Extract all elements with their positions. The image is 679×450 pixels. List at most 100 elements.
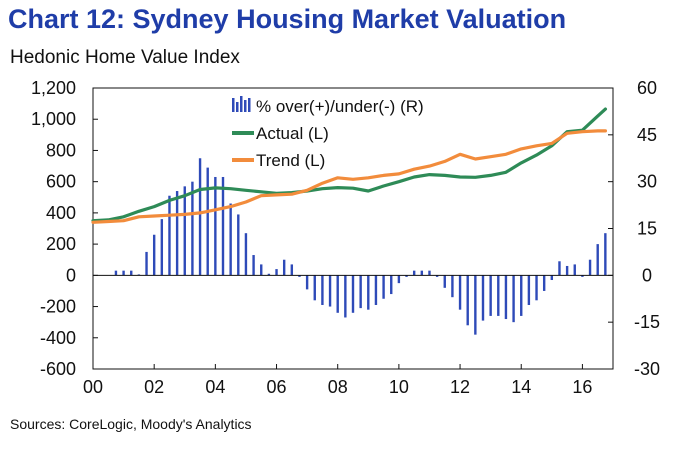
bar [221, 176, 225, 276]
legend-marker-bars [232, 96, 251, 112]
bar [588, 259, 592, 276]
bar [497, 275, 500, 316]
y-right-tick-label: -30 [634, 359, 660, 379]
bar [321, 275, 324, 305]
bar [481, 275, 485, 321]
bar [122, 270, 125, 276]
bar [565, 265, 569, 276]
chart-title: Chart 12: Sydney Housing Market Valuatio… [8, 4, 567, 34]
bar [214, 176, 217, 276]
bar [191, 181, 194, 276]
x-tick-label: 16 [572, 377, 592, 397]
bar [359, 275, 362, 309]
bar [420, 270, 424, 276]
bar [168, 195, 171, 276]
legend-label: Actual (L) [256, 124, 329, 143]
legend: % over(+)/under(-) (R) Actual (L) Trend (L… [232, 96, 424, 170]
bar [542, 275, 546, 291]
bar [535, 275, 538, 301]
x-tick-label: 02 [144, 377, 164, 397]
plot-area-frame [92, 87, 614, 370]
y-right-tick-label: 45 [637, 125, 657, 145]
y-right-tick-label: 15 [637, 219, 657, 239]
y-right-tick-label: 30 [637, 172, 657, 192]
series-line-trend-l- [91, 129, 607, 224]
bar [435, 275, 439, 277]
bar [237, 214, 240, 276]
legend-label: Trend (L) [256, 151, 325, 170]
y-left-tick-label: 400 [46, 203, 76, 223]
bar [458, 275, 462, 310]
bar [397, 275, 401, 284]
chart: -600-400-20002004006008001,0001,200-30-1… [31, 78, 660, 397]
y-left-tick-label: 1,000 [31, 109, 76, 129]
bar [412, 270, 416, 276]
bar [451, 275, 454, 298]
bar [466, 275, 469, 326]
bar [130, 270, 133, 276]
bar [290, 264, 294, 276]
legend-label: % over(+)/under(-) (R) [256, 97, 424, 116]
x-tick-label: 08 [328, 377, 348, 397]
series-line-actual-l- [91, 107, 607, 223]
bar [512, 275, 515, 323]
y-left-tick-label: -200 [40, 297, 76, 317]
bar [183, 186, 186, 276]
x-tick-label: 06 [267, 377, 287, 397]
bar [374, 275, 378, 305]
ticks-layer: -600-400-20002004006008001,0001,200-30-1… [31, 78, 660, 397]
bar [367, 275, 370, 310]
bar [596, 244, 599, 276]
bar [198, 158, 202, 276]
bar [344, 275, 347, 318]
y-left-tick-label: 0 [66, 265, 76, 285]
bar [114, 270, 118, 276]
bar [527, 275, 531, 305]
x-tick-label: 00 [83, 377, 103, 397]
x-tick-label: 12 [450, 377, 470, 397]
y-left-tick-label: 800 [46, 140, 76, 160]
bar [152, 234, 156, 276]
bar [298, 275, 301, 277]
lines-layer [91, 107, 607, 224]
bar [313, 275, 316, 301]
bars-layer [114, 158, 607, 335]
y-left-tick-label: -600 [40, 359, 76, 379]
bar [428, 270, 431, 276]
x-tick-label: 14 [511, 377, 531, 397]
bar [550, 275, 554, 281]
bar [351, 275, 355, 313]
bar [581, 275, 584, 277]
y-left-tick-label: -400 [40, 328, 76, 348]
bar [267, 273, 271, 276]
bar [328, 275, 332, 307]
bar [260, 264, 263, 276]
bar [382, 275, 385, 299]
bar [604, 233, 607, 276]
bar [275, 269, 278, 276]
y-left-tick-label: 200 [46, 234, 76, 254]
bar [474, 275, 477, 335]
x-tick-label: 10 [389, 377, 409, 397]
bar [390, 275, 393, 295]
bar [443, 275, 446, 288]
bar [558, 261, 561, 276]
bar [244, 233, 248, 276]
bar [504, 275, 508, 320]
bar [206, 167, 209, 276]
chart-subtitle: Hedonic Home Value Index [10, 47, 240, 68]
y-left-tick-label: 600 [46, 172, 76, 192]
source-note: Sources: CoreLogic, Moody's Analytics [10, 416, 252, 432]
bar [305, 275, 309, 290]
x-tick-label: 04 [205, 377, 225, 397]
bar [175, 191, 179, 276]
y-left-tick-label: 1,200 [31, 78, 76, 98]
bar [229, 203, 232, 276]
bar [489, 275, 492, 316]
y-right-tick-label: 0 [642, 265, 652, 285]
y-right-tick-label: 60 [637, 78, 657, 98]
y-right-tick-label: -15 [634, 312, 660, 332]
bar [282, 259, 286, 276]
bar [145, 251, 148, 276]
bar [405, 275, 408, 277]
